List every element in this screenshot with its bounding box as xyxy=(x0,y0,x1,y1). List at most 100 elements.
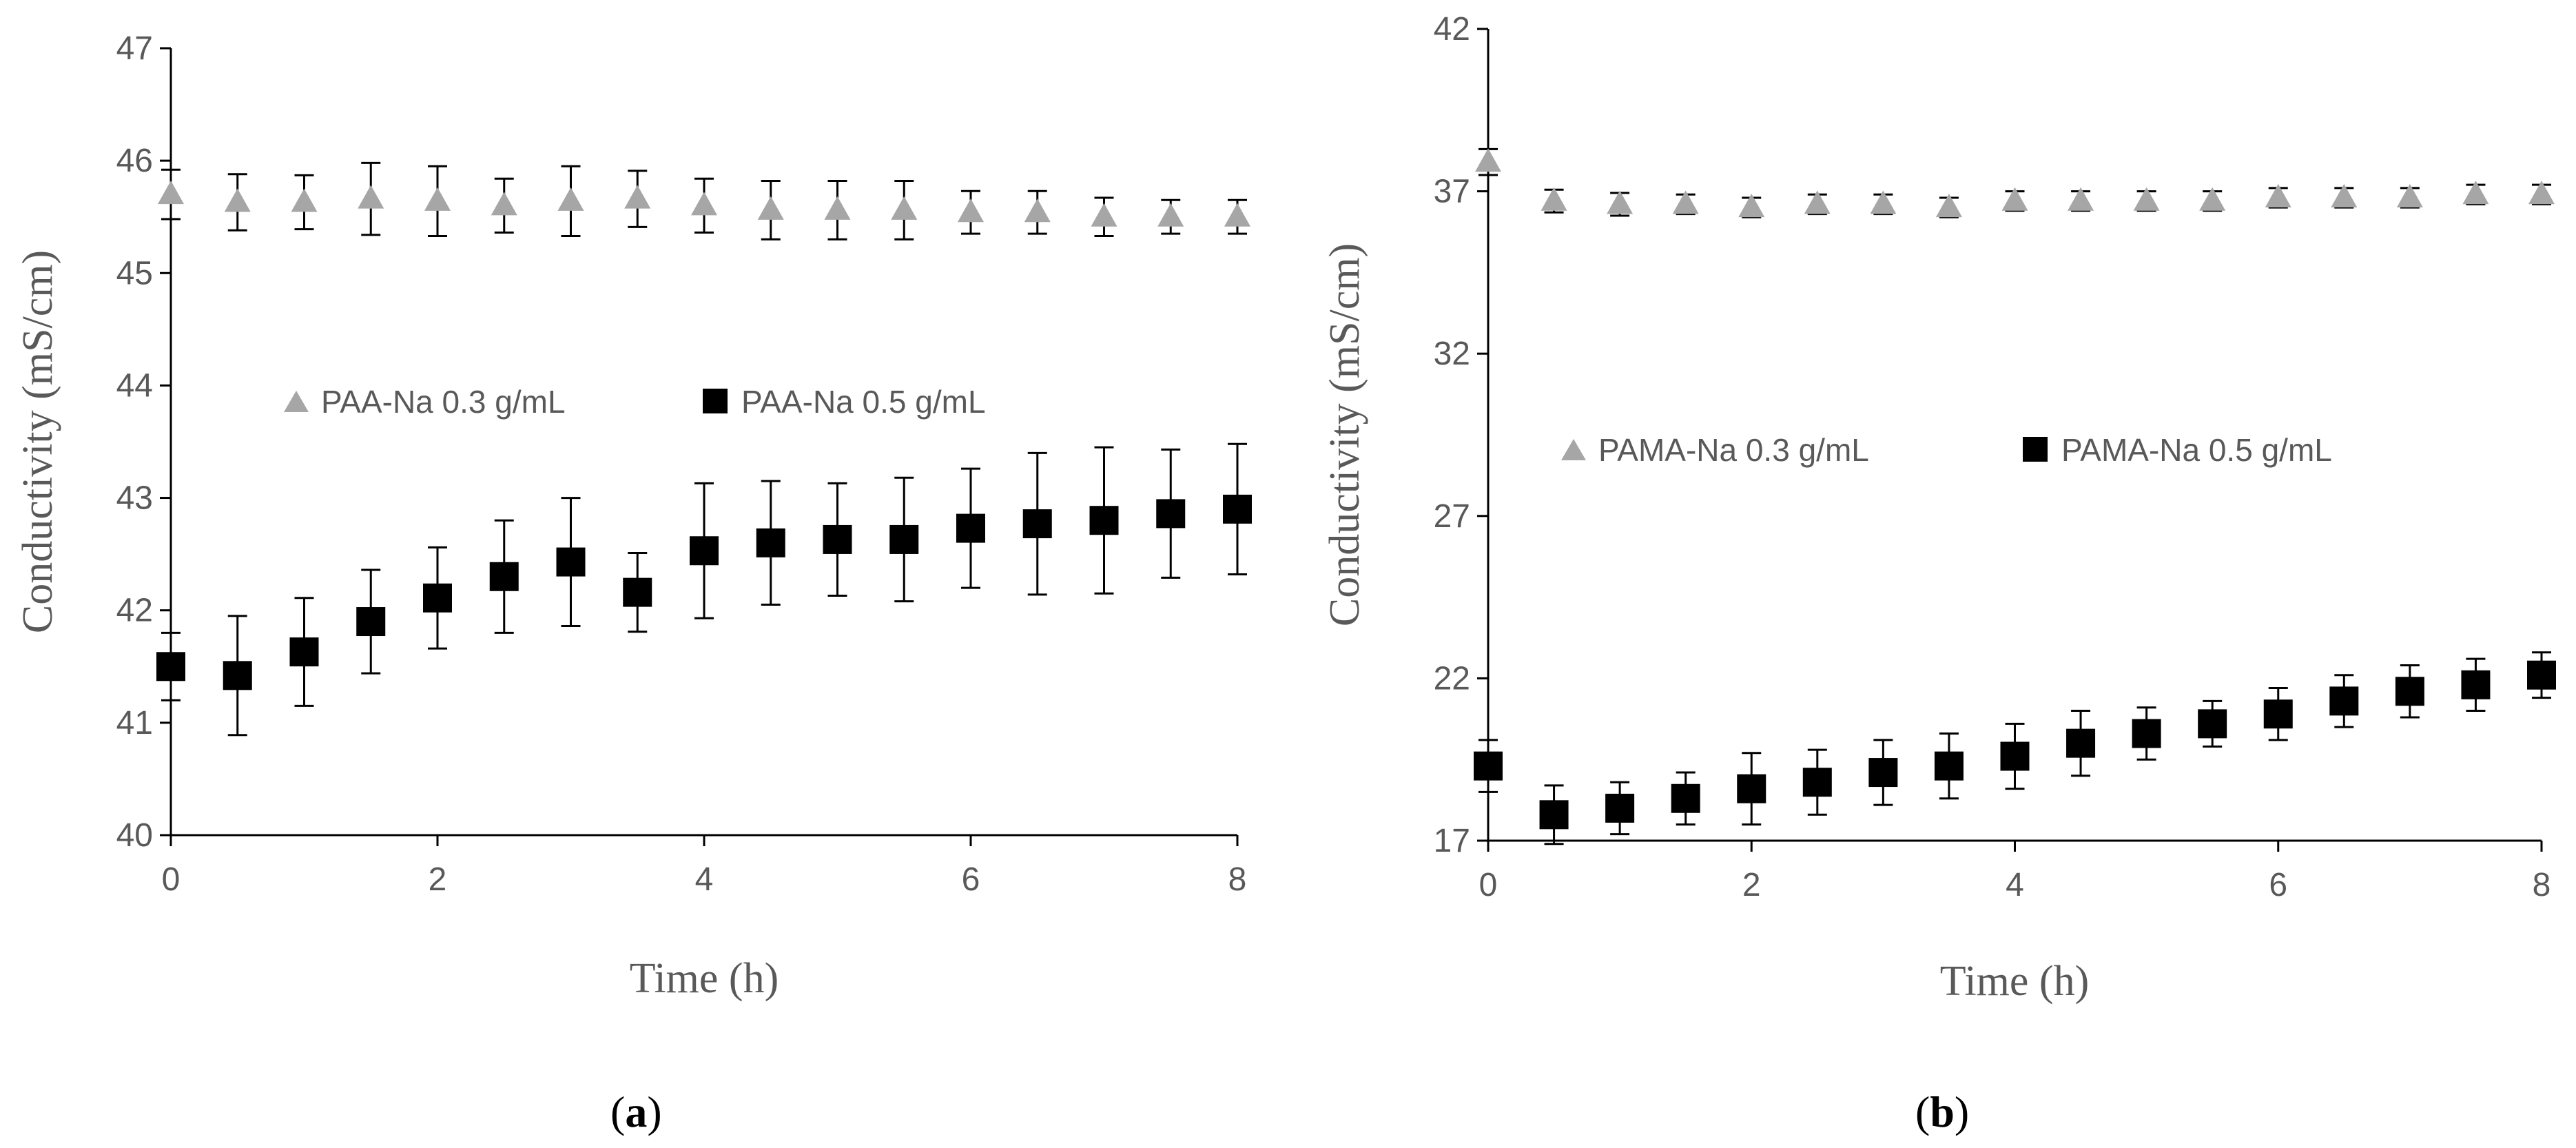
x-axis-title: Time (h) xyxy=(630,955,779,1002)
series-square xyxy=(156,442,1252,737)
data-point-triangle xyxy=(1091,203,1117,227)
data-point-triangle xyxy=(1935,194,1962,218)
y-tick-label: 27 xyxy=(1434,498,1470,535)
data-point-triangle xyxy=(1804,190,1831,214)
data-point-square xyxy=(1539,800,1569,830)
x-tick-label: 4 xyxy=(695,861,714,898)
data-point-triangle xyxy=(224,188,251,212)
data-point-triangle xyxy=(1475,148,1501,172)
data-point-triangle xyxy=(2068,187,2094,211)
y-tick-label: 40 xyxy=(116,817,153,854)
x-tick-label: 4 xyxy=(2006,867,2024,903)
y-axis-title: Conductivity (mS/cm) xyxy=(14,250,61,633)
series-triangle xyxy=(158,161,1250,240)
data-point-square xyxy=(2461,670,2491,699)
data-point-triangle xyxy=(1672,190,1699,214)
data-point-triangle xyxy=(2133,187,2160,211)
series-square xyxy=(1474,651,2556,845)
data-point-square xyxy=(2132,719,2161,748)
data-point-square xyxy=(1605,793,1635,823)
y-tick-label: 41 xyxy=(116,705,153,741)
data-point-square xyxy=(2395,677,2424,706)
data-point-square xyxy=(1089,506,1119,535)
data-point-square xyxy=(956,513,985,543)
panel-label-letter: b xyxy=(1930,1087,1955,1136)
data-point-triangle xyxy=(1541,187,1567,211)
data-point-triangle xyxy=(2396,184,2423,208)
data-point-triangle xyxy=(1738,194,1765,218)
data-point-square xyxy=(756,528,785,557)
legend-label: PAMA-Na 0.5 g/mL xyxy=(2061,432,2332,468)
y-tick-label: 45 xyxy=(116,255,153,291)
data-point-square xyxy=(1474,751,1503,781)
data-point-square xyxy=(489,562,519,591)
data-point-square xyxy=(690,536,719,566)
panel-label: (b) xyxy=(1915,1087,1969,1136)
data-point-square xyxy=(1737,774,1766,803)
legend: PAA-Na 0.3 g/mL PAA-Na 0.5 g/mL xyxy=(284,384,986,420)
data-point-triangle xyxy=(1870,190,1897,214)
y-tick-group: 40 41 42 43 44 45 46 47 xyxy=(116,30,171,854)
data-point-square xyxy=(2527,660,2556,690)
y-tick-label: 17 xyxy=(1434,823,1470,859)
data-point-triangle xyxy=(624,185,651,209)
data-point-square xyxy=(356,607,386,637)
legend: PAMA-Na 0.3 g/mL PAMA-Na 0.5 g/mL xyxy=(1561,432,2332,468)
legend-label: PAA-Na 0.3 g/mL xyxy=(321,384,566,420)
data-point-square xyxy=(1156,499,1186,529)
y-tick-label: 32 xyxy=(1434,336,1470,372)
data-point-square xyxy=(1868,758,1898,788)
data-point-square xyxy=(1671,783,1700,813)
data-point-square xyxy=(556,547,586,577)
x-tick-label: 6 xyxy=(962,861,980,898)
panel-label-letter: a xyxy=(625,1087,647,1136)
data-point-square xyxy=(2066,728,2096,758)
data-point-square xyxy=(889,524,919,554)
data-point-square xyxy=(223,661,252,690)
data-point-triangle xyxy=(2528,181,2555,205)
data-point-square xyxy=(823,524,852,554)
y-tick-label: 47 xyxy=(116,30,153,67)
data-point-triangle xyxy=(2265,184,2291,208)
legend-marker-triangle xyxy=(1561,439,1586,460)
data-point-triangle xyxy=(891,196,918,220)
data-point-triangle xyxy=(1024,198,1051,223)
data-point-triangle xyxy=(358,185,384,209)
y-tick-label: 22 xyxy=(1434,660,1470,697)
x-tick-label: 0 xyxy=(162,861,181,898)
y-tick-label: 46 xyxy=(116,143,153,179)
data-point-square xyxy=(1223,494,1252,524)
data-point-triangle xyxy=(2331,184,2358,208)
y-tick-label: 37 xyxy=(1434,174,1470,210)
data-point-triangle xyxy=(1607,190,1634,214)
x-tick-label: 8 xyxy=(1228,861,1247,898)
x-tick-label: 0 xyxy=(1479,867,1498,903)
legend-label: PAMA-Na 0.3 g/mL xyxy=(1598,432,1869,468)
x-tick-label: 6 xyxy=(2269,867,2287,903)
data-point-square xyxy=(2000,741,2030,771)
legend-label: PAA-Na 0.5 g/mL xyxy=(741,384,986,420)
data-point-square xyxy=(1022,509,1052,539)
data-point-triangle xyxy=(1157,203,1184,227)
y-tick-label: 42 xyxy=(116,593,153,629)
data-point-triangle xyxy=(2199,187,2226,211)
chart-panel-b: 17 22 27 32 37 42 0 2 4 6 8 Time (h) Conductivity… xyxy=(1321,11,2556,1136)
data-point-triangle xyxy=(2001,187,2028,211)
data-point-square xyxy=(1802,768,1832,797)
series-triangle xyxy=(1475,147,2555,218)
series-group xyxy=(156,161,1252,737)
y-axis-title: Conductivity (mS/cm) xyxy=(1321,243,1368,626)
data-point-triangle xyxy=(491,192,517,216)
data-point-square xyxy=(423,583,452,613)
x-tick-label: 2 xyxy=(429,861,447,898)
data-point-square xyxy=(623,577,652,607)
data-point-square xyxy=(2263,699,2293,729)
data-point-triangle xyxy=(557,187,584,211)
y-tick-label: 43 xyxy=(116,480,153,517)
x-tick-label: 8 xyxy=(2533,867,2551,903)
data-point-triangle xyxy=(2462,181,2489,205)
data-point-square xyxy=(2329,686,2359,716)
data-point-square xyxy=(2198,709,2227,739)
data-point-triangle xyxy=(824,196,851,220)
